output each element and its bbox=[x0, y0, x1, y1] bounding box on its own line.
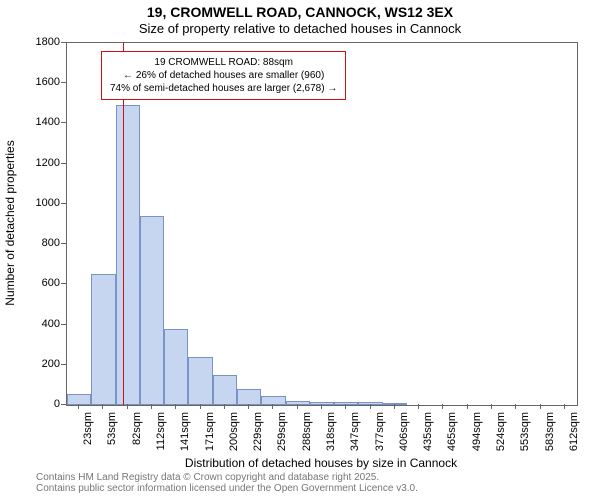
chart-header: 19, CROMWELL ROAD, CANNOCK, WS12 3EX Siz… bbox=[0, 0, 600, 36]
x-tick bbox=[345, 404, 346, 409]
y-tick-label: 600 bbox=[26, 277, 60, 289]
histogram-bar bbox=[237, 389, 261, 405]
x-tick bbox=[394, 404, 395, 409]
x-tick-label: 524sqm bbox=[495, 412, 507, 458]
histogram-bar bbox=[358, 402, 382, 405]
y-tick bbox=[61, 203, 66, 204]
histogram-bar bbox=[213, 375, 237, 405]
x-tick bbox=[491, 404, 492, 409]
y-tick-label: 1000 bbox=[26, 197, 60, 209]
x-tick-label: 494sqm bbox=[471, 412, 483, 458]
y-tick-label: 1600 bbox=[26, 76, 60, 88]
y-tick bbox=[61, 243, 66, 244]
y-tick bbox=[61, 324, 66, 325]
histogram-bar bbox=[164, 329, 188, 405]
x-tick-label: 347sqm bbox=[349, 412, 361, 458]
x-tick-label: 583sqm bbox=[544, 412, 556, 458]
x-tick bbox=[321, 404, 322, 409]
y-tick bbox=[61, 364, 66, 365]
x-tick-label: 612sqm bbox=[568, 412, 580, 458]
x-tick bbox=[442, 404, 443, 409]
x-tick-label: 465sqm bbox=[446, 412, 458, 458]
x-tick-label: 53sqm bbox=[106, 412, 118, 458]
footer-line-2: Contains public sector information licen… bbox=[36, 483, 418, 494]
x-tick bbox=[175, 404, 176, 409]
x-tick bbox=[127, 404, 128, 409]
histogram-bar bbox=[334, 402, 358, 405]
callout-annotation: 19 CROMWELL ROAD: 88sqm← 26% of detached… bbox=[101, 51, 346, 100]
x-tick bbox=[564, 404, 565, 409]
x-tick-label: 406sqm bbox=[398, 412, 410, 458]
x-tick-label: 229sqm bbox=[252, 412, 264, 458]
x-axis-label: Distribution of detached houses by size … bbox=[66, 456, 576, 470]
y-tick-label: 0 bbox=[26, 398, 60, 410]
x-tick-label: 23sqm bbox=[82, 412, 94, 458]
y-tick-label: 1200 bbox=[26, 157, 60, 169]
y-tick-label: 400 bbox=[26, 318, 60, 330]
x-tick bbox=[200, 404, 201, 409]
x-tick bbox=[370, 404, 371, 409]
title-line-1: 19, CROMWELL ROAD, CANNOCK, WS12 3EX bbox=[0, 4, 600, 20]
x-tick bbox=[540, 404, 541, 409]
x-tick bbox=[151, 404, 152, 409]
x-tick-label: 435sqm bbox=[422, 412, 434, 458]
y-axis-label: Number of detached properties bbox=[3, 140, 17, 305]
x-tick bbox=[418, 404, 419, 409]
y-tick bbox=[61, 404, 66, 405]
histogram-bar bbox=[286, 401, 310, 405]
y-tick bbox=[61, 122, 66, 123]
title-line-2: Size of property relative to detached ho… bbox=[0, 21, 600, 36]
x-tick bbox=[78, 404, 79, 409]
callout-line: ← 26% of detached houses are smaller (96… bbox=[110, 69, 337, 82]
x-tick bbox=[102, 404, 103, 409]
x-tick-label: 82sqm bbox=[131, 412, 143, 458]
y-tick bbox=[61, 283, 66, 284]
x-tick-label: 318sqm bbox=[325, 412, 337, 458]
x-tick bbox=[297, 404, 298, 409]
histogram-bar bbox=[67, 394, 91, 405]
y-tick-label: 1400 bbox=[26, 116, 60, 128]
footer-attribution: Contains HM Land Registry data © Crown c… bbox=[36, 472, 418, 494]
x-tick bbox=[248, 404, 249, 409]
x-tick-label: 171sqm bbox=[204, 412, 216, 458]
y-tick-label: 200 bbox=[26, 358, 60, 370]
histogram-bar bbox=[383, 403, 407, 405]
x-tick bbox=[515, 404, 516, 409]
histogram-bar bbox=[91, 274, 115, 405]
histogram-bar bbox=[261, 396, 285, 405]
footer-line-1: Contains HM Land Registry data © Crown c… bbox=[36, 472, 418, 483]
x-tick-label: 288sqm bbox=[301, 412, 313, 458]
histogram-bar bbox=[116, 105, 140, 405]
y-tick bbox=[61, 42, 66, 43]
x-tick-label: 377sqm bbox=[374, 412, 386, 458]
x-tick-label: 200sqm bbox=[228, 412, 240, 458]
x-tick bbox=[467, 404, 468, 409]
y-tick bbox=[61, 163, 66, 164]
x-tick-label: 553sqm bbox=[519, 412, 531, 458]
x-tick-label: 141sqm bbox=[179, 412, 191, 458]
x-tick bbox=[272, 404, 273, 409]
histogram-bar bbox=[188, 357, 212, 405]
callout-line: 19 CROMWELL ROAD: 88sqm bbox=[110, 56, 337, 69]
histogram-bar bbox=[140, 216, 164, 405]
y-tick-label: 1800 bbox=[26, 36, 60, 48]
callout-line: 74% of semi-detached houses are larger (… bbox=[110, 82, 337, 95]
y-tick bbox=[61, 82, 66, 83]
y-tick-label: 800 bbox=[26, 237, 60, 249]
x-tick bbox=[224, 404, 225, 409]
x-tick-label: 259sqm bbox=[276, 412, 288, 458]
x-tick-label: 112sqm bbox=[155, 412, 167, 458]
histogram-plot: 19 CROMWELL ROAD: 88sqm← 26% of detached… bbox=[66, 42, 578, 406]
